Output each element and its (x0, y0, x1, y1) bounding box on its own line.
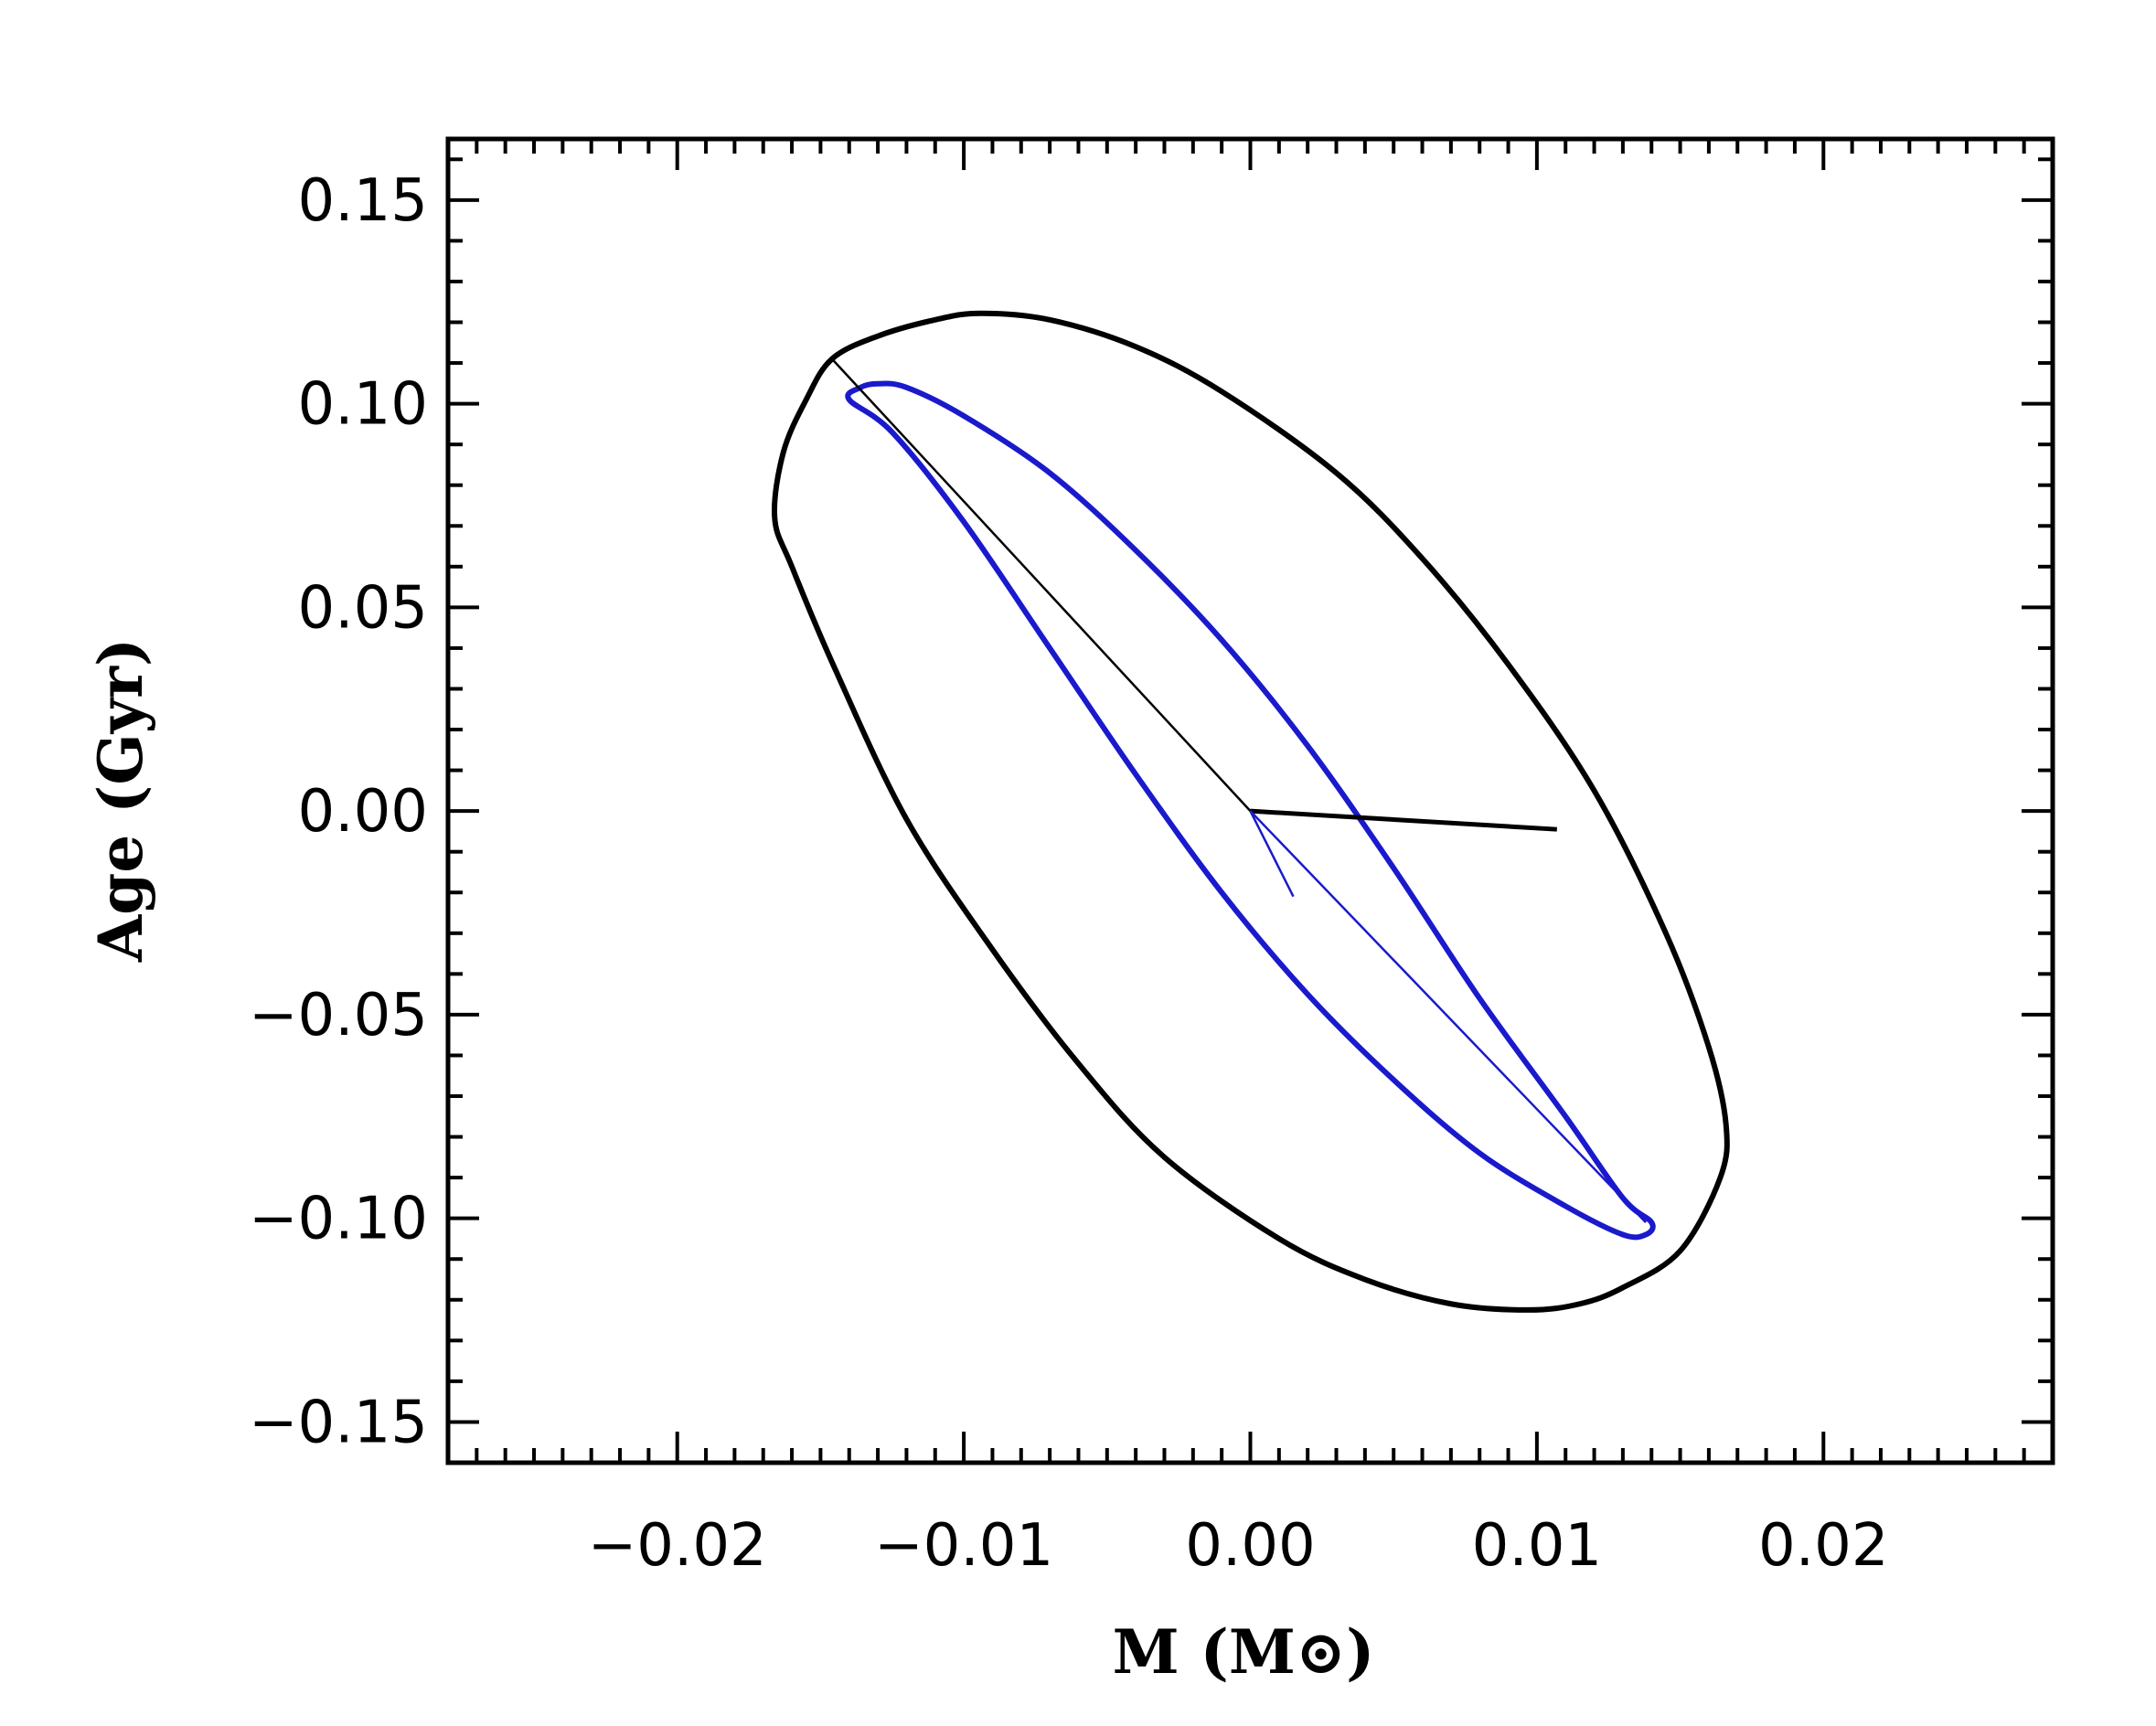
blue-axis-segment (1249, 810, 1295, 898)
plot-frame (445, 136, 2055, 1465)
y-axis-label: Age (Gyr) (85, 638, 156, 963)
blue-axis-segment (1249, 810, 1647, 1223)
black-axis-segment (1250, 808, 1557, 832)
axis-layer: −0.02 −0.01 0.00 0.01 0.02 −0.15 −0.10 −0.05 0.0… (249, 136, 2055, 1580)
y-tick-label: −0.10 (249, 1186, 428, 1253)
black-axis-segment (831, 357, 1252, 812)
black-error-ellipse (771, 310, 1730, 1313)
y-tick-label: 0.15 (298, 167, 429, 235)
y-tick-label: 0.05 (298, 574, 429, 642)
blue-error-ellipse (845, 380, 1656, 1241)
y-tick-label: −0.05 (249, 982, 428, 1049)
x-tick-label: 0.00 (1185, 1512, 1316, 1580)
x-tick-label: 0.01 (1472, 1512, 1603, 1580)
x-axis-label: M (M⊙) (1113, 1616, 1375, 1688)
x-tick-label: −0.01 (874, 1512, 1053, 1580)
x-tick-label: 0.02 (1758, 1512, 1889, 1580)
data-layer (771, 310, 1730, 1313)
y-tick-label: −0.15 (249, 1389, 428, 1456)
y-tick-label: 0.10 (298, 371, 429, 439)
x-tick-label: −0.02 (588, 1512, 767, 1580)
y-tick-label: 0.00 (298, 778, 429, 846)
